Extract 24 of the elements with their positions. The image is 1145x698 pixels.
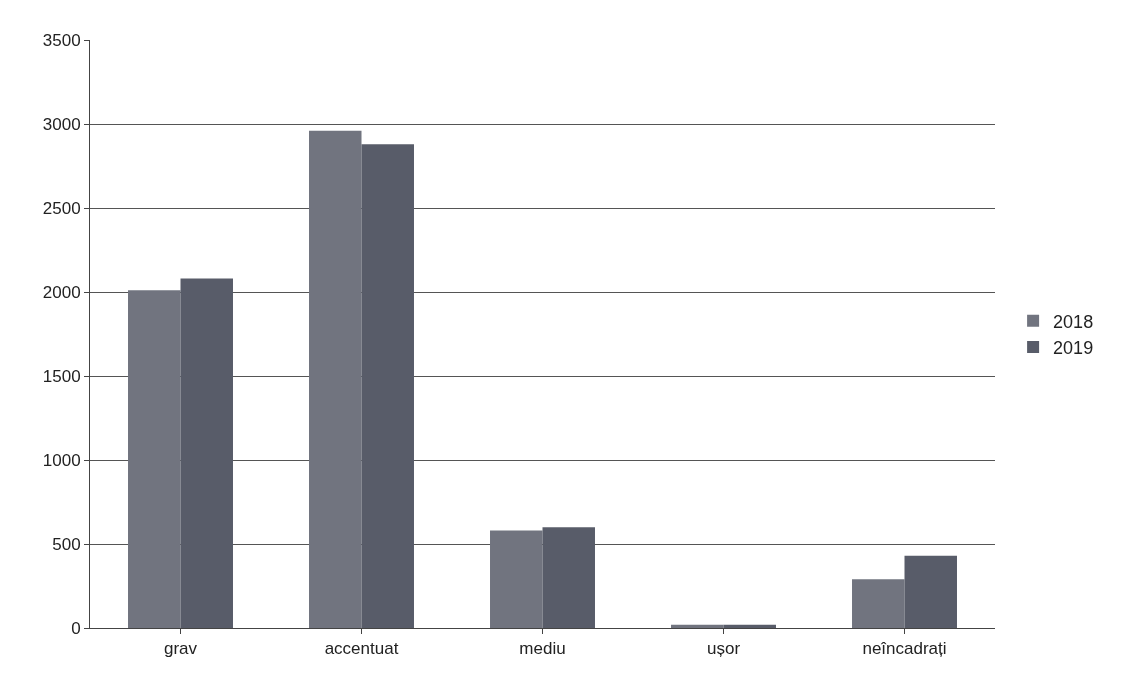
y-tick-label: 500 xyxy=(52,534,81,554)
bar xyxy=(361,144,414,628)
y-tick-label: 2000 xyxy=(42,282,81,302)
bar xyxy=(542,527,595,628)
bar xyxy=(671,624,724,628)
x-tick-label: accentuat xyxy=(324,639,399,659)
bar xyxy=(904,555,957,628)
y-tick-label: 3500 xyxy=(42,30,81,50)
bar xyxy=(309,130,362,628)
legend-label: 2019 xyxy=(1053,338,1094,359)
y-tick-label: 1000 xyxy=(42,450,81,470)
x-tick-label: mediu xyxy=(519,639,566,659)
bar xyxy=(128,290,181,628)
bar xyxy=(180,278,233,628)
x-tick-label: neîncadrați xyxy=(862,639,947,659)
x-tick-label: grav xyxy=(163,639,198,659)
y-tick-label: 2500 xyxy=(42,198,81,218)
y-tick-label: 1500 xyxy=(42,366,81,386)
x-tick-label: ușor xyxy=(706,639,741,659)
legend-label: 2018 xyxy=(1053,311,1094,332)
bar xyxy=(490,530,543,628)
bar xyxy=(852,579,905,628)
y-tick-label: 0 xyxy=(71,618,81,638)
y-tick-label: 3000 xyxy=(42,114,81,134)
